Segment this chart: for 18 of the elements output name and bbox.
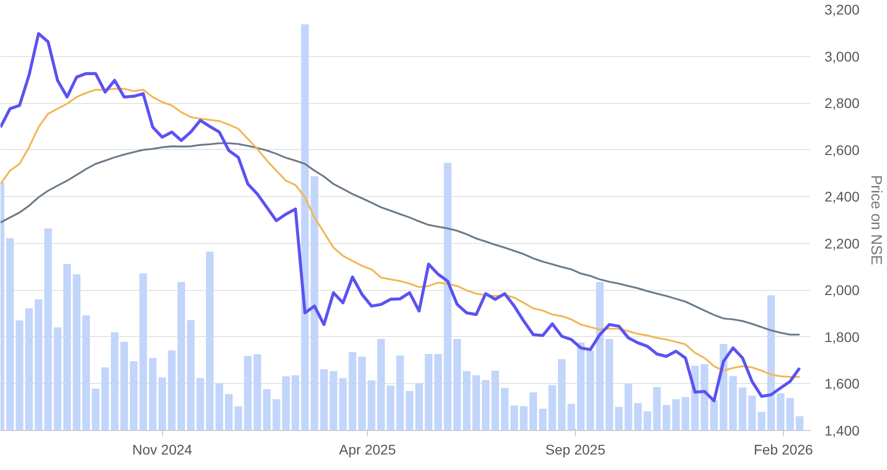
x-tick-label: Feb 2026 xyxy=(754,442,814,458)
y-tick-label: 2,000 xyxy=(824,282,860,298)
y-tick-label: 1,600 xyxy=(824,376,860,392)
y-tick-label: 2,200 xyxy=(824,235,860,252)
y-tick-label: 3,200 xyxy=(824,2,860,18)
x-tick-label: Sep 2025 xyxy=(545,442,606,458)
y-tick-label: 1,800 xyxy=(824,328,860,345)
y-axis-title: Price on NSE xyxy=(868,174,885,266)
x-tick-label: Nov 2024 xyxy=(132,442,192,458)
y-tick-label: 3,000 xyxy=(824,48,860,64)
line-series xyxy=(0,142,801,336)
line-series xyxy=(0,32,802,402)
x-tick-label: Apr 2025 xyxy=(339,442,396,458)
line-series xyxy=(0,88,801,378)
y-tick-label: 2,400 xyxy=(824,188,860,205)
y-tick-label: 1,400 xyxy=(824,422,860,438)
y-tick-label: 2,800 xyxy=(824,95,860,112)
y-tick-label: 2,600 xyxy=(824,142,860,158)
